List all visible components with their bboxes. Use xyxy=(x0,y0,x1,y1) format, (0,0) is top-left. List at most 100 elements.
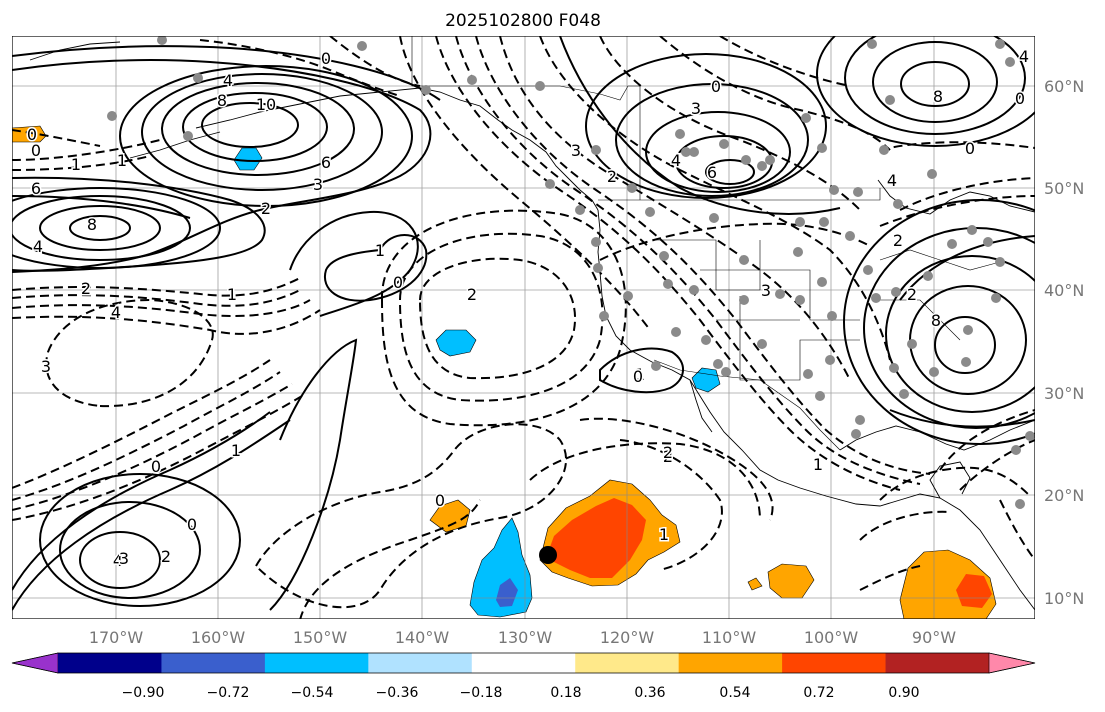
contour-label: 0 xyxy=(27,125,37,144)
shade-red-large xyxy=(546,498,646,578)
colorbar-extend-low xyxy=(11,652,59,674)
lon-label: 120°W xyxy=(600,628,655,647)
contour-label: 2 xyxy=(607,167,617,186)
colorbar-tick: −0.18 xyxy=(460,685,503,701)
contour-label: 4 xyxy=(887,171,897,190)
contour-label: 2 xyxy=(467,285,477,304)
colorbar-tick: −0.72 xyxy=(207,685,250,701)
colorbar-segment xyxy=(885,653,990,673)
colorbar-tick: −0.36 xyxy=(376,685,419,701)
colorbar-tick: 0.36 xyxy=(634,685,665,701)
shade-blue-mid xyxy=(435,329,477,357)
contour-label: 0 xyxy=(711,77,721,96)
shade-red-central-am xyxy=(956,574,992,608)
solid-contours xyxy=(12,36,1035,611)
contour-label: 4 xyxy=(1019,47,1029,66)
lat-label: 20°N xyxy=(1044,486,1084,505)
lon-label: 90°W xyxy=(912,628,956,647)
contour-label: 1 xyxy=(375,241,385,260)
contour-label: 3 xyxy=(313,175,323,194)
contour-label: 2 xyxy=(907,285,917,304)
colorbar-segment xyxy=(575,653,680,673)
contour-label: 6 xyxy=(707,163,717,182)
colorbar-segment xyxy=(58,653,162,673)
shade-orange-small-3 xyxy=(747,577,763,591)
contour-label: 1 xyxy=(71,155,81,174)
colorbar-tick-labels: −0.90 −0.72 −0.54 −0.36 −0.18 0.18 0.36 … xyxy=(122,685,920,701)
contour-label: 10 xyxy=(256,95,276,114)
shade-orange-small-1 xyxy=(429,499,471,533)
contour-label: 2 xyxy=(663,447,673,466)
contour-label: 1 xyxy=(813,455,823,474)
lon-label: 150°W xyxy=(293,628,348,647)
lat-label: 10°N xyxy=(1044,589,1084,608)
contour-label: 4 xyxy=(33,237,43,256)
colorbar-tick: 0.18 xyxy=(550,685,581,701)
contour-label: 2 xyxy=(893,231,903,250)
figure-title: 2025102800 F048 xyxy=(445,11,601,31)
colorbar-segments xyxy=(11,652,1036,674)
shade-navy-south xyxy=(496,578,518,607)
shade-blue-baja xyxy=(691,367,721,393)
contour-label: 4 xyxy=(113,551,123,570)
lat-label: 40°N xyxy=(1044,281,1084,300)
contour-label: 2 xyxy=(161,547,171,566)
contour-label: 3 xyxy=(119,549,129,568)
lon-label: 140°W xyxy=(395,628,450,647)
contour-label: 6 xyxy=(31,179,41,198)
colorbar-tick: −0.90 xyxy=(122,685,165,701)
colorbar-segment xyxy=(161,653,266,673)
contour-label: 4 xyxy=(111,303,121,322)
colorbar-segment xyxy=(782,653,887,673)
storm-center-marker xyxy=(539,546,557,564)
lon-label: 130°W xyxy=(498,628,553,647)
colorbar-tick: 0.72 xyxy=(803,685,834,701)
lon-label: 100°W xyxy=(804,628,859,647)
colorbar-segment xyxy=(471,653,576,673)
lon-label: 110°W xyxy=(702,628,757,647)
lat-label: 50°N xyxy=(1044,179,1084,198)
colorbar-segment xyxy=(678,653,783,673)
contour-label: 3 xyxy=(41,357,51,376)
contour-label: 6 xyxy=(707,163,717,182)
contour-label: 6 xyxy=(321,153,331,172)
lon-axis-labels: 170°W 160°W 150°W 140°W 130°W 120°W 110°… xyxy=(89,628,956,647)
contour-label: 0 xyxy=(435,491,445,510)
shade-orange-small-2 xyxy=(767,563,815,599)
contour-label: 1 xyxy=(635,365,645,384)
contour-label: 0 xyxy=(633,367,643,386)
lat-label: 30°N xyxy=(1044,384,1084,403)
contour-label: 0 xyxy=(151,457,161,476)
contour-label: 8 xyxy=(931,311,941,330)
shade-blue-north xyxy=(233,147,263,171)
lon-label: 160°W xyxy=(191,628,246,647)
contour-label: 1 xyxy=(231,441,241,460)
colorbar-outline xyxy=(11,652,1036,674)
contour-label: 2 xyxy=(261,199,271,218)
colorbar-segment xyxy=(264,653,369,673)
shaded-anomaly-regions xyxy=(12,125,997,619)
contour-label: 0 xyxy=(31,141,41,160)
contour-label: 3 xyxy=(691,99,701,118)
contour-label: 2 xyxy=(663,443,673,462)
contour-label: 0 xyxy=(187,515,197,534)
contour-label: 0 xyxy=(965,139,975,158)
gridlines xyxy=(12,36,1035,619)
colorbar-extend-high xyxy=(988,652,1036,674)
contour-label: 8 xyxy=(217,91,227,110)
colorbar-tick: 0.54 xyxy=(719,685,750,701)
contour-label: 1 xyxy=(117,151,127,170)
contour-label: 0 xyxy=(321,49,331,68)
contour-label: 8 xyxy=(87,215,97,234)
contour-label: 1 xyxy=(227,285,237,304)
contour-label: 4 xyxy=(671,151,681,170)
contour-label: 3 xyxy=(571,141,581,160)
colorbar-segment xyxy=(368,653,473,673)
station-markers xyxy=(107,36,1035,509)
contour-label: 2 xyxy=(81,279,91,298)
colorbar: −0.90 −0.72 −0.54 −0.36 −0.18 0.18 0.36 … xyxy=(11,652,1036,701)
contour-label: 0 xyxy=(393,273,403,292)
